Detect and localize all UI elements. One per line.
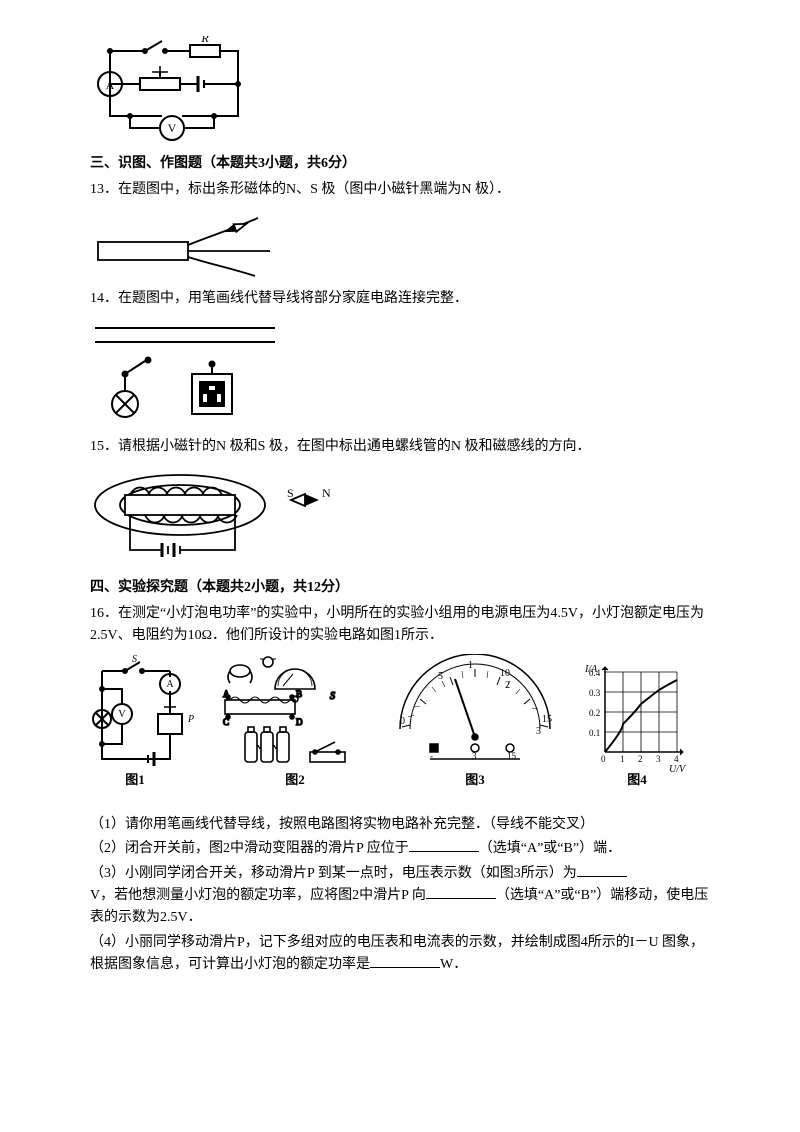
svg-text:15: 15 bbox=[507, 751, 517, 761]
fig-circuit-top: A V R bbox=[90, 36, 710, 141]
svg-text:0: 0 bbox=[601, 754, 606, 764]
blank-p3a[interactable] bbox=[577, 863, 627, 877]
svg-text:15: 15 bbox=[542, 714, 552, 725]
svg-text:-: - bbox=[430, 751, 433, 761]
fig16-cap1: 图1 bbox=[125, 772, 145, 787]
svg-text:B: B bbox=[296, 689, 302, 699]
svg-text:A: A bbox=[223, 689, 230, 699]
svg-text:2: 2 bbox=[505, 680, 510, 691]
svg-text:3: 3 bbox=[536, 726, 541, 737]
fig-q13 bbox=[90, 208, 710, 278]
fig-q15: S N bbox=[90, 465, 710, 565]
fig-q14 bbox=[90, 316, 710, 426]
chart-xlabel: U/V bbox=[669, 764, 687, 775]
svg-text:1: 1 bbox=[620, 754, 625, 764]
svg-text:10: 10 bbox=[500, 668, 510, 679]
q16-p3: （3）小刚同学闭合开关，移动滑片P 到某一点时，电压表示数（如图3所示）为 V，… bbox=[90, 863, 710, 930]
resistor-label: R bbox=[200, 36, 209, 45]
svg-text:1: 1 bbox=[468, 660, 473, 671]
svg-text:0.2: 0.2 bbox=[589, 708, 600, 718]
voltmeter-label: V bbox=[168, 121, 177, 135]
svg-text:C: C bbox=[223, 717, 229, 727]
q16-p1: （1）请你用笔画线代替导线，按照电路图将实物电路补充完整．（导线不能交叉） bbox=[90, 814, 710, 836]
fig16-cap3: 图3 bbox=[465, 772, 485, 787]
svg-text:5: 5 bbox=[438, 671, 443, 682]
q14-text: 14．在题图中，用笔画线代替导线将部分家庭电路连接完整． bbox=[90, 288, 710, 310]
q15-n: N bbox=[322, 486, 331, 500]
blank-p3b[interactable] bbox=[426, 885, 496, 899]
svg-text:2: 2 bbox=[638, 754, 643, 764]
svg-text:D: D bbox=[296, 717, 303, 727]
q13-text: 13．在题图中，标出条形磁体的N、S 极（图中小磁针黑端为N 极）． bbox=[90, 179, 710, 201]
svg-text:3: 3 bbox=[656, 754, 661, 764]
fig16-cap4: 图4 bbox=[627, 772, 647, 787]
svg-text:4: 4 bbox=[674, 754, 679, 764]
svg-text:0: 0 bbox=[400, 716, 405, 727]
ammeter-label: A bbox=[106, 78, 115, 92]
q15-text: 15．请根据小磁针的N 极和S 极，在图中标出通电螺线管的N 极和磁感线的方向． bbox=[90, 436, 710, 458]
fig16-s: S bbox=[132, 654, 137, 665]
q16-p4: （4）小丽同学移动滑片P，记下多组对应的电压表和电流表的示数，并绘制成图4所示的… bbox=[90, 932, 710, 977]
section3-title: 三、识图、作图题（本题共3小题，共6分） bbox=[90, 153, 710, 175]
svg-text:0.1: 0.1 bbox=[589, 728, 600, 738]
svg-text:S: S bbox=[330, 691, 335, 702]
svg-text:3: 3 bbox=[472, 751, 477, 761]
svg-text:0.4: 0.4 bbox=[589, 668, 601, 678]
blank-p2[interactable] bbox=[409, 838, 479, 852]
section4-title: 四、实验探究题（本题共2小题，共12分） bbox=[90, 577, 710, 599]
fig16-cap2: 图2 bbox=[285, 772, 305, 787]
fig-q16: S A V P 图1 A B C D bbox=[90, 654, 710, 804]
q15-s: S bbox=[287, 486, 294, 500]
fig16-p: P bbox=[187, 714, 194, 725]
q16-text: 16．在测定“小灯泡电功率”的实验中，小明所在的实验小组用的电源电压为4.5V，… bbox=[90, 603, 710, 648]
fig16-v: V bbox=[118, 709, 126, 720]
fig16-a: A bbox=[166, 679, 174, 690]
svg-text:0.3: 0.3 bbox=[589, 688, 601, 698]
blank-p4[interactable] bbox=[370, 954, 440, 968]
q16-p2: （2）闭合开关前，图2中滑动变阻器的滑片P 应位于（选填“A”或“B”）端． bbox=[90, 838, 710, 860]
